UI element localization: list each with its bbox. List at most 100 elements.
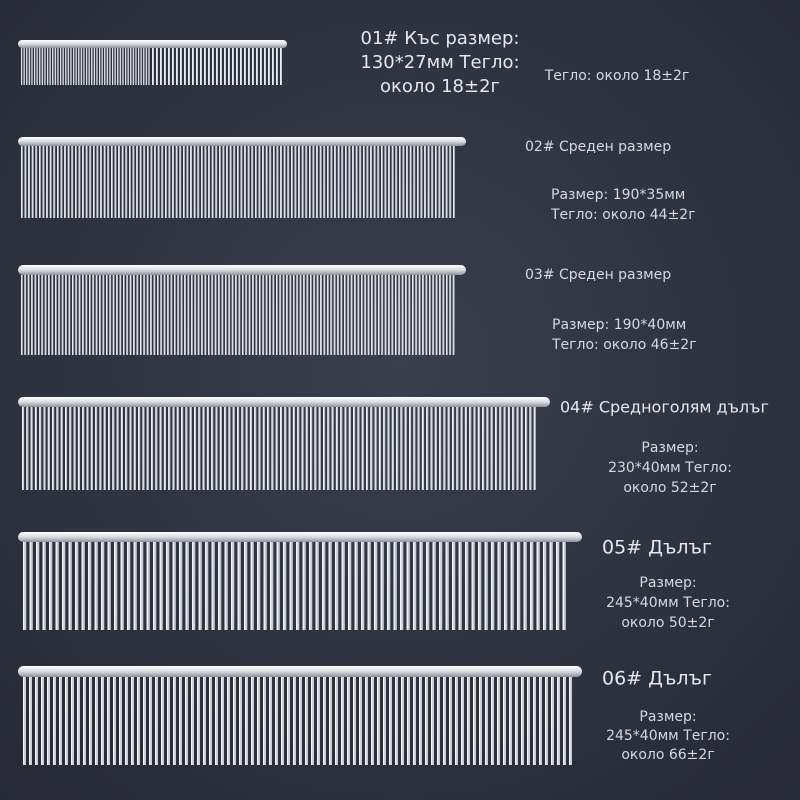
comb-tooth-shine (52, 407, 53, 490)
comb-tooth-shine (248, 275, 250, 355)
item-detail: Размер: (639, 709, 696, 725)
comb-tooth (337, 275, 339, 355)
comb-tooth-shine (270, 542, 272, 630)
comb-tooth (191, 275, 193, 355)
comb-tooth-shine (151, 407, 152, 490)
comb-tooth (47, 677, 50, 765)
comb-tooth-shine (327, 407, 329, 490)
comb-tooth-shine (381, 275, 383, 355)
comb-tooth-shine (198, 407, 200, 490)
comb-tooth-shine (388, 275, 389, 355)
comb-tooth-shine (228, 407, 230, 490)
comb-tooth-shine (374, 542, 376, 630)
comb-tooth (211, 542, 215, 630)
comb-tooth-shine (320, 275, 321, 355)
comb-tooth (31, 146, 34, 218)
comb-tooth (31, 48, 33, 85)
comb-tooth (103, 146, 106, 218)
comb-tooth (248, 275, 251, 355)
comb-tooth-shine (69, 407, 71, 490)
comb-tooth (276, 275, 278, 355)
comb-tooth (491, 677, 494, 765)
comb-tooth-shine (263, 677, 265, 765)
comb-tooth-shine (174, 275, 175, 355)
comb-tooth (353, 677, 356, 765)
comb-tooth (431, 677, 434, 765)
comb-tooth-shine (309, 146, 310, 218)
comb-tooth-shine (413, 407, 415, 490)
comb-tooth-shine (197, 146, 199, 218)
item-detail: Тегло: около 18±2г (544, 68, 690, 84)
comb-tooth (426, 542, 430, 630)
comb-tooth-shine (59, 677, 61, 765)
comb-tooth-shine (562, 542, 564, 630)
comb-tooth-shine (101, 677, 103, 765)
comb-tooth-shine (179, 146, 181, 218)
comb-tooth (286, 275, 288, 355)
comb-tooth-shine (114, 542, 116, 630)
comb-tooth (34, 275, 37, 355)
comb-tooth-shine (35, 677, 37, 765)
comb-tooth-shine (67, 146, 69, 218)
item-detail: Размер: 190*35мм (551, 187, 685, 203)
comb-tooth (174, 275, 176, 355)
comb-tooth-shine (452, 407, 453, 490)
comb-tooth-shine (245, 677, 247, 765)
comb-tooth (260, 48, 262, 85)
comb-tooth (55, 275, 57, 355)
comb-tooth-shine (49, 146, 51, 218)
comb-tooth-shine (257, 677, 259, 765)
comb-tooth-shine (406, 146, 407, 218)
comb-tooth (271, 407, 274, 490)
comb-tooth (150, 146, 153, 218)
comb-tooth (347, 677, 350, 765)
comb-tooth-shine (147, 146, 148, 218)
comb-tooth (258, 146, 261, 218)
comb-tooth (163, 407, 166, 490)
comb-tooth (447, 407, 450, 490)
comb-tooth-shine (118, 146, 119, 218)
comb-tooth (172, 146, 174, 218)
comb-tooth (265, 275, 268, 355)
comb-tooth (293, 275, 295, 355)
comb-tooth (259, 275, 261, 355)
comb-tooth (208, 275, 210, 355)
comb-tooth-shine (125, 48, 126, 85)
comb-tooth-shine (123, 275, 124, 355)
comb-tooth (38, 275, 40, 355)
comb-tooth (401, 275, 404, 355)
comb-tooth (452, 407, 455, 490)
comb-tooth (348, 542, 352, 630)
comb-tooth-shine (283, 542, 285, 630)
comb-tooth (29, 542, 33, 630)
comb-tooth-shine (485, 677, 487, 765)
comb-tooth-shine (190, 146, 191, 218)
comb-tooth-shine (316, 275, 318, 355)
comb-tooth-shine (136, 146, 137, 218)
comb-tooth-shine (301, 407, 303, 490)
comb-tooth-shine (155, 677, 157, 765)
comb-tooth (22, 407, 25, 490)
comb-tooth-shine (168, 407, 170, 490)
comb-tooth (381, 275, 384, 355)
comb-tooth-shine (194, 275, 196, 355)
comb-tooth-shine (191, 275, 192, 355)
comb-tooth-shine (251, 146, 253, 218)
comb-tooth-shine (167, 677, 169, 765)
comb-tooth-shine (140, 275, 141, 355)
comb-tooth (61, 275, 64, 355)
comb-tooth-shine (490, 407, 492, 490)
comb-tooth-shine (264, 48, 265, 85)
comb-tooth-shine (419, 677, 421, 765)
comb-tooth (232, 407, 235, 490)
comb-tooth-shine (112, 407, 114, 490)
comb-tooth (53, 677, 56, 765)
comb-tooth (68, 542, 72, 630)
comb-tooth (251, 146, 254, 218)
comb-tooth (446, 275, 448, 355)
comb-tooth (123, 275, 125, 355)
comb (18, 137, 466, 218)
item-title: 06# Дълъг (602, 668, 712, 690)
comb-tooth (170, 275, 173, 355)
comb-tooth-shine (146, 275, 148, 355)
